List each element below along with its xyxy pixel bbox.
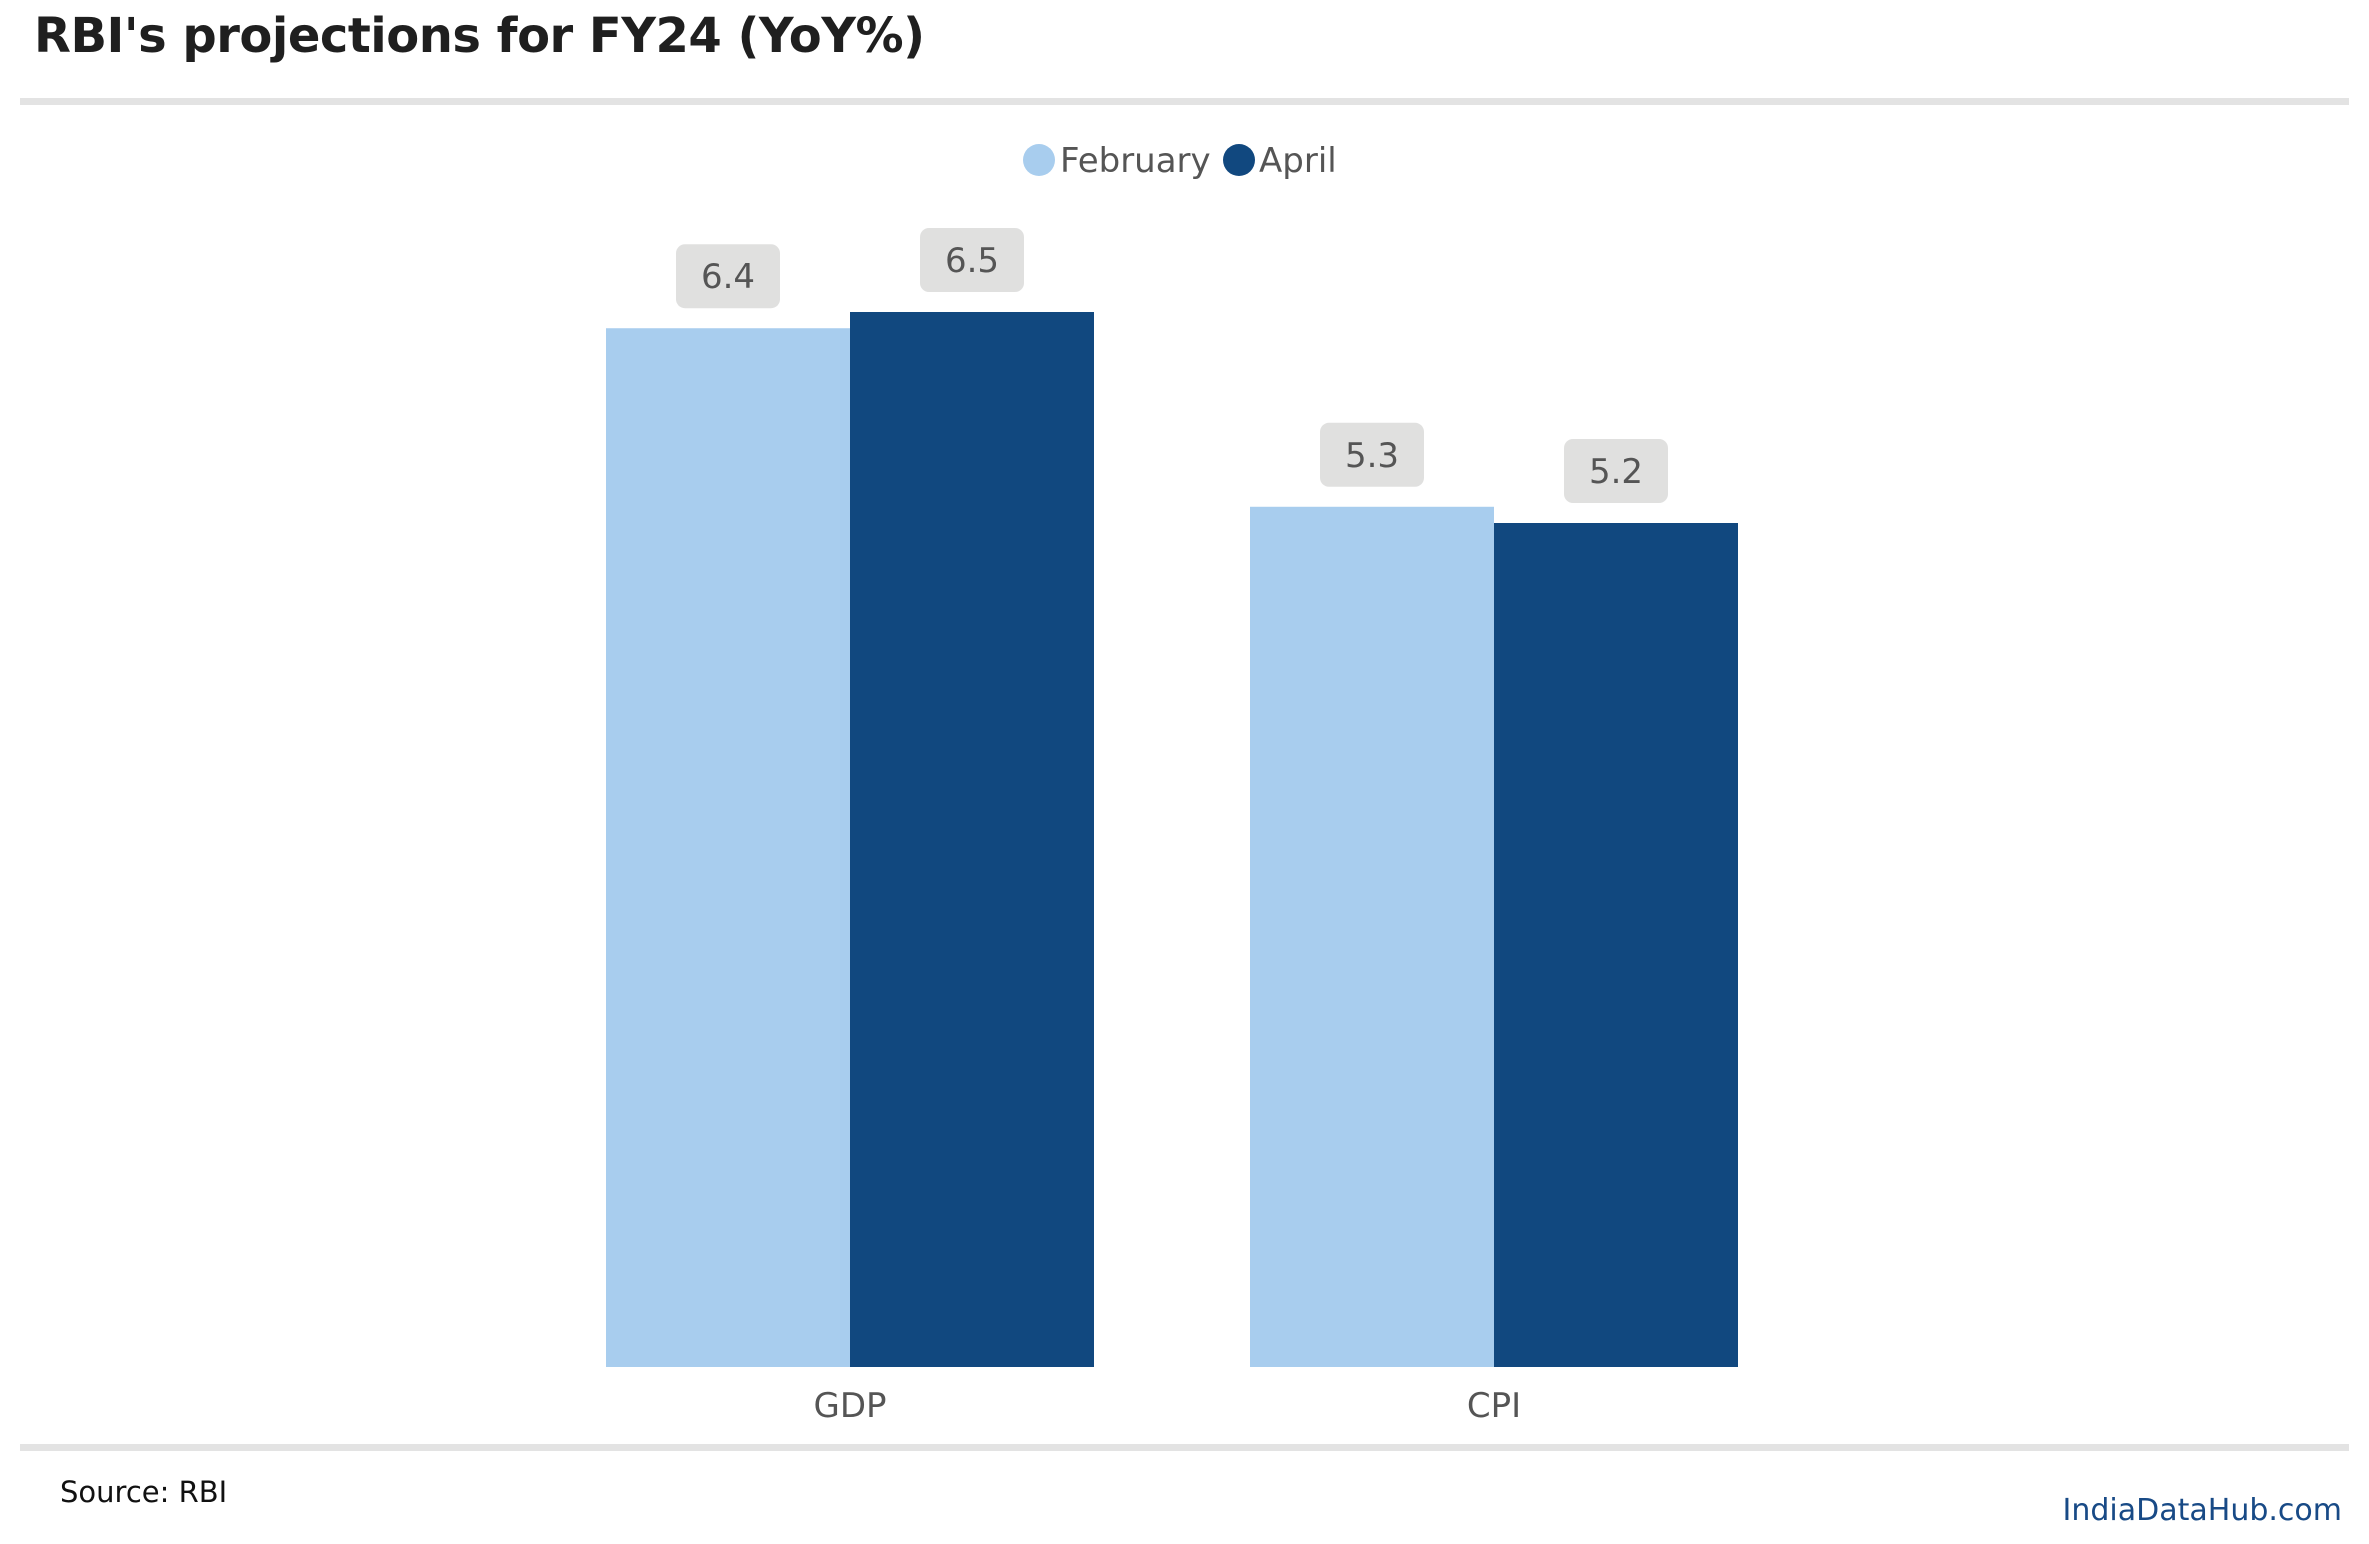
bar-gdp-april [850, 312, 1094, 1367]
source-note: Source: RBI [60, 1475, 228, 1509]
data-label-box [1320, 422, 1424, 487]
x-axis: GDP CPI [813, 1386, 1521, 1426]
data-label-cpi-february: 5.3 [1345, 436, 1399, 476]
data-label-box [676, 244, 780, 309]
data-label-cpi-april: 5.2 [1589, 452, 1643, 492]
bar-cpi-april [1494, 523, 1738, 1367]
x-tick-label-gdp: GDP [813, 1386, 886, 1426]
data-label-box [1564, 439, 1668, 503]
x-tick-label-cpi: CPI [1467, 1386, 1521, 1426]
bar-gdp-february [606, 328, 850, 1368]
legend-marker-april [1223, 144, 1255, 176]
top-divider [20, 98, 2349, 105]
bar-chart: February April 6.4 6.5 5.3 5.2 GDP CPI [606, 141, 1738, 1426]
chart-title: RBI's projections for FY24 (YoY%) [34, 8, 925, 64]
legend-label-february: February [1060, 141, 1211, 181]
bar-group [606, 312, 1738, 1368]
legend-marker-february [1023, 144, 1055, 176]
chart-legend: February April [1023, 141, 1337, 181]
data-label-gdp-april: 6.5 [945, 241, 999, 281]
data-labels: 6.4 6.5 5.3 5.2 [676, 228, 1668, 503]
bar-cpi-february [1250, 506, 1494, 1367]
bottom-divider [20, 1444, 2349, 1451]
data-label-gdp-february: 6.4 [701, 257, 755, 297]
credit-link[interactable]: IndiaDataHub.com [2062, 1493, 2342, 1528]
legend-label-april: April [1259, 141, 1337, 181]
data-label-box [920, 228, 1024, 292]
